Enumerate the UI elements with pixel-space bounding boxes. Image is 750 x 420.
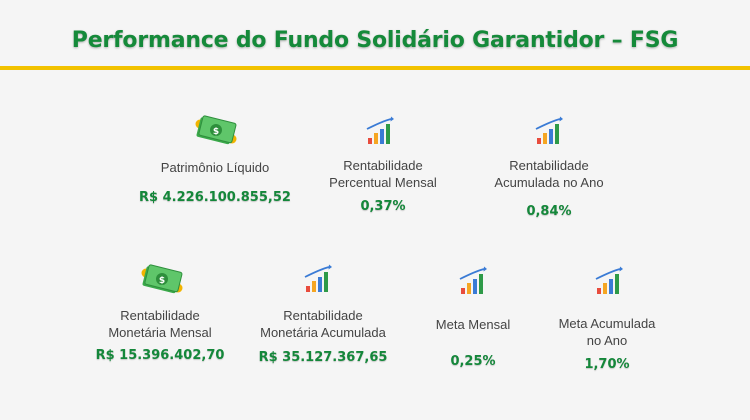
meta-mensal-value: 0,25%	[450, 354, 496, 369]
chart-icon	[458, 266, 488, 301]
patrimonio-liquido-label: Patrimônio Líquido	[160, 160, 270, 175]
rentabilidade-monetaria-acumulada-label: Rentabilidade Monetária Acumulada	[260, 308, 386, 340]
rentabilidade-monetaria-mensal-value: R$ 15.396.402,70	[95, 348, 225, 363]
rentabilidade-acumulada-ano-value: 0,84%	[526, 204, 572, 219]
patrimonio-liquido-value: R$ 4.226.100.855,52	[139, 190, 291, 205]
rentabilidade-acumulada-ano-label: Rentabilidade Acumulada no Ano	[494, 158, 604, 190]
chart-icon	[365, 116, 395, 151]
rentabilidade-monetaria-mensal-label: Rentabilidade Monetária Mensal	[108, 308, 212, 340]
money-icon: $	[193, 115, 239, 152]
title-divider	[0, 66, 750, 70]
rentabilidade-percentual-mensal-label: Rentabilidade Percentual Mensal	[329, 158, 437, 190]
chart-icon	[534, 116, 564, 151]
chart-icon	[594, 266, 624, 301]
svg-text:$: $	[213, 127, 219, 137]
meta-mensal-label: Meta Mensal	[435, 317, 511, 332]
chart-icon	[303, 264, 333, 299]
meta-acumulada-ano-value: 1,70%	[584, 357, 630, 372]
rentabilidade-monetaria-acumulada-value: R$ 35.127.367,65	[258, 350, 388, 365]
svg-text:$: $	[159, 276, 165, 286]
rentabilidade-percentual-mensal-value: 0,37%	[360, 199, 406, 214]
meta-acumulada-ano-label: Meta Acumulada no Ano	[558, 316, 656, 348]
money-icon: $	[139, 264, 185, 301]
page-title: Performance do Fundo Solidário Garantido…	[71, 28, 679, 53]
